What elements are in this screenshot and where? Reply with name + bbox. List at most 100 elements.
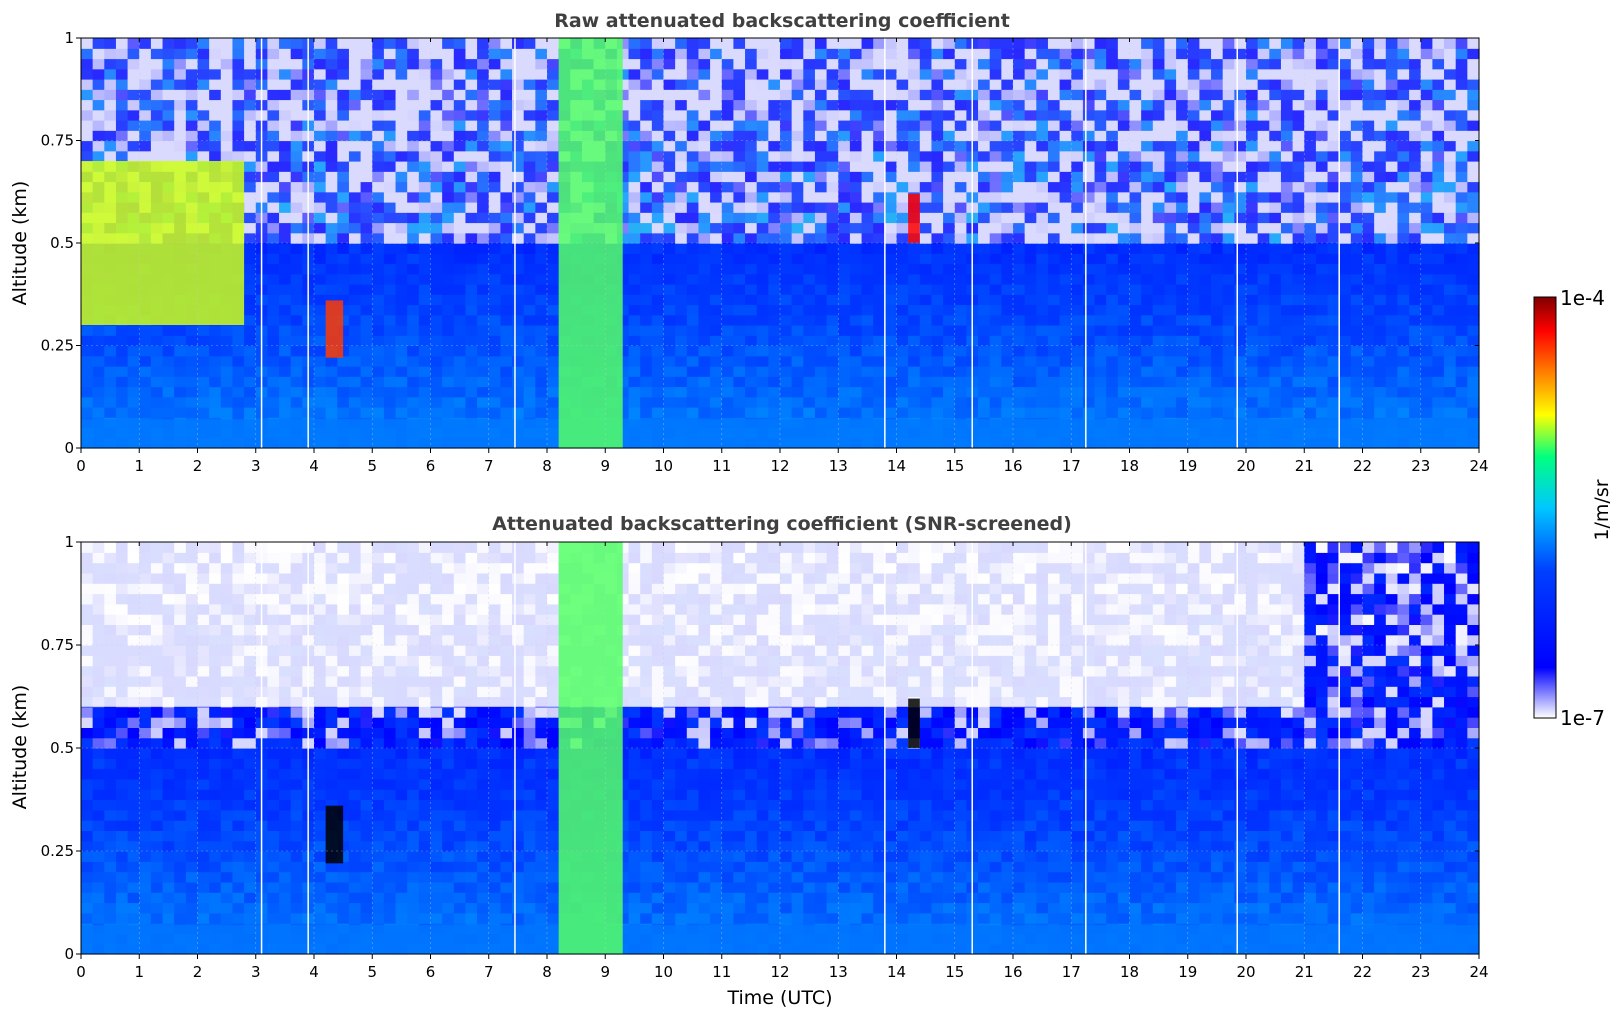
heatmap-cell: [1199, 253, 1212, 265]
heatmap-cell: [1339, 253, 1352, 265]
heatmap-cell: [174, 99, 187, 111]
heatmap-cell: [360, 181, 373, 193]
heatmap-cell: [488, 284, 501, 295]
heatmap-cell: [395, 273, 408, 285]
heatmap-cell: [442, 325, 455, 336]
heatmap-cell: [500, 140, 513, 152]
heatmap-cell: [232, 150, 245, 162]
heatmap-cell: [348, 396, 362, 408]
heatmap-cell: [104, 109, 117, 121]
heatmap-cell: [127, 130, 140, 142]
heatmap-cell: [383, 366, 397, 377]
heatmap-cell: [267, 109, 280, 121]
heatmap-cell: [465, 58, 478, 70]
heatmap-cell: [675, 243, 688, 254]
heatmap-cell: [150, 386, 164, 398]
heatmap-cell: [185, 366, 199, 377]
heatmap-cell: [372, 68, 385, 80]
heatmap-cell: [360, 304, 373, 316]
heatmap-cell: [465, 171, 478, 183]
heatmap-cell: [395, 396, 408, 408]
heatmap-cell: [418, 48, 432, 60]
heatmap-cell: [395, 99, 408, 111]
heatmap-cell: [337, 253, 350, 265]
heatmap-cell: [430, 89, 443, 101]
heatmap-cell: [1082, 253, 1096, 265]
heatmap-cell: [523, 366, 536, 377]
heatmap-cell: [185, 130, 199, 142]
heatmap-cell: [488, 171, 501, 183]
heatmap-cell: [314, 273, 327, 285]
heatmap-cell: [348, 376, 362, 388]
heatmap-cell: [185, 120, 199, 131]
heatmap-cell: [232, 335, 245, 347]
heatmap-cell: [523, 99, 536, 111]
heatmap-cell: [523, 161, 536, 172]
heatmap-cell: [325, 355, 338, 367]
heatmap-cell: [279, 140, 292, 152]
heatmap-cell: [535, 253, 548, 265]
heatmap-cell: [314, 58, 327, 70]
heatmap-cell: [1141, 243, 1154, 254]
heatmap-cell: [244, 314, 257, 326]
heatmap-cell: [488, 181, 501, 193]
heatmap-cell: [290, 304, 303, 316]
heatmap-cell: [465, 150, 478, 162]
heatmap-cell: [407, 161, 420, 172]
heatmap-cell: [337, 130, 350, 142]
heatmap-cell: [768, 253, 781, 265]
heatmap-cell: [92, 130, 105, 142]
heatmap-cell: [395, 335, 408, 347]
heatmap-cell: [477, 89, 490, 101]
heatmap-cell: [442, 99, 455, 111]
heatmap-cell: [407, 376, 420, 388]
heatmap-cell: [209, 396, 222, 408]
heatmap-cell: [325, 191, 338, 203]
heatmap-cell: [500, 212, 513, 224]
heatmap-cell: [104, 355, 117, 367]
heatmap-cell: [1187, 253, 1200, 265]
heatmap-cell: [372, 181, 385, 193]
x-tick-label: 4: [309, 457, 319, 475]
heatmap-cell: [442, 294, 455, 306]
heatmap-cell: [360, 407, 373, 418]
heatmap-cell: [314, 120, 327, 131]
heatmap-cell: [884, 243, 898, 254]
heatmap-cell: [453, 48, 467, 60]
heatmap-cell: [395, 345, 408, 357]
x-tick-label: 12: [770, 457, 789, 475]
heatmap-cell: [139, 130, 152, 142]
heatmap-cell: [931, 253, 944, 265]
heatmap-cell: [1164, 243, 1177, 254]
heatmap-cell: [383, 58, 397, 70]
heatmap-cell: [139, 386, 152, 398]
heatmap-cell: [244, 294, 257, 306]
heatmap-cell: [139, 99, 152, 111]
heatmap-cell: [104, 366, 117, 377]
heatmap-cell: [442, 366, 455, 377]
heatmap-cell: [453, 130, 467, 142]
heatmap-cell: [803, 243, 816, 254]
heatmap-cell: [512, 38, 525, 49]
heatmap-cell: [1059, 243, 1072, 254]
heatmap-cell: [477, 232, 490, 244]
heatmap-cell: [150, 89, 164, 101]
heatmap-cell: [418, 396, 432, 408]
heatmap-cell: [418, 181, 432, 193]
heatmap-cell: [337, 304, 350, 316]
heatmap-cell: [104, 407, 117, 418]
heatmap-cell: [826, 253, 839, 265]
heatmap-cell: [244, 253, 257, 265]
heatmap-cell: [500, 181, 513, 193]
heatmap-cell: [477, 386, 490, 398]
heatmap-cell: [418, 212, 432, 224]
heatmap-cell: [244, 48, 257, 60]
heatmap-cell: [500, 202, 513, 213]
heatmap-cell: [488, 407, 501, 418]
heatmap-cell: [314, 396, 327, 408]
heatmap-cell: [244, 366, 257, 377]
heatmap-cell: [430, 294, 443, 306]
heatmap-cell: [162, 140, 175, 152]
heatmap-cell: [465, 181, 478, 193]
heatmap-cell: [267, 284, 280, 295]
